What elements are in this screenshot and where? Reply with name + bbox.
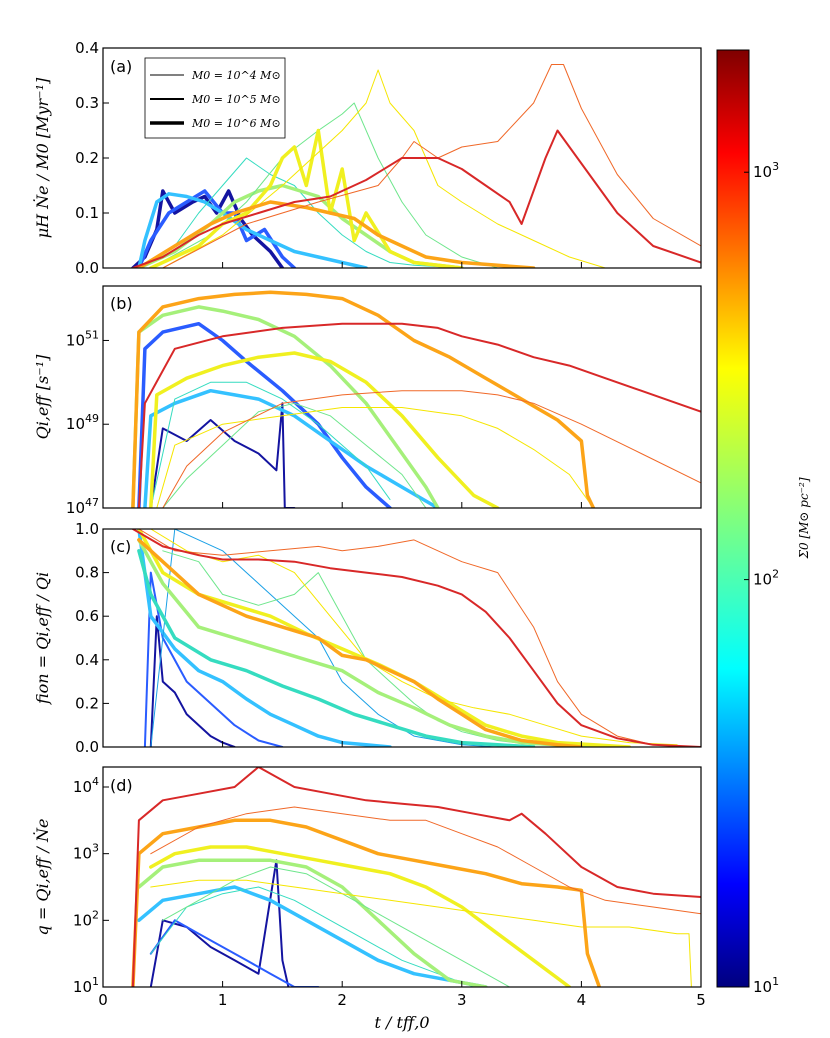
colorbar-tick-label: 102 bbox=[753, 568, 779, 589]
panel-b-series-8 bbox=[131, 290, 596, 508]
panel-c-frame bbox=[102, 528, 702, 748]
panel-c-series bbox=[131, 529, 701, 747]
colorbar-tick-label: 101 bbox=[753, 975, 779, 996]
panel-b: (b) 1047 1049 1051 Qi,eff [s⁻¹] bbox=[33, 285, 702, 517]
panel-a-series-8 bbox=[137, 200, 536, 268]
panel-c-tag: (c) bbox=[110, 537, 131, 556]
panel-b-series-9 bbox=[162, 390, 701, 508]
panel-b-series-1 bbox=[137, 321, 392, 508]
xtick-label: 4 bbox=[577, 991, 587, 1009]
panel-b-series bbox=[131, 290, 701, 508]
panel-b-series-10 bbox=[137, 322, 701, 508]
panel-a-series-5 bbox=[150, 102, 499, 268]
xtick-label: 0 bbox=[98, 991, 108, 1009]
panel-d-ytick-label: 101 bbox=[73, 975, 99, 996]
panel-b-frame bbox=[102, 285, 702, 509]
panel-c: (c) 0.0 0.2 0.4 0.6 0.8 1.0 fion = Qi,eff / Q… bbox=[33, 520, 702, 756]
panel-a-ytick-label: 0.0 bbox=[75, 259, 99, 277]
panel-d-frame bbox=[102, 766, 702, 988]
xtick-label: 1 bbox=[218, 991, 228, 1009]
panel-b-ytick-label: 1049 bbox=[66, 412, 99, 433]
panel-d-series-10 bbox=[131, 767, 701, 987]
panel-a: (a) 0.0 0.1 0.2 0.3 0.4 M0 = 10^4 M⊙ M0 = 10… bbox=[32, 39, 702, 277]
panel-c-series-10 bbox=[138, 529, 701, 747]
panel-c-series-3 bbox=[150, 529, 499, 747]
panel-d-series-0 bbox=[149, 859, 290, 987]
panel-b-series-2 bbox=[143, 388, 440, 508]
panel-a-series-7 bbox=[162, 69, 606, 268]
xtick-label: 3 bbox=[457, 991, 467, 1009]
panel-d-series-1 bbox=[149, 919, 320, 987]
panel-c-ytick-label: 0.4 bbox=[75, 651, 99, 669]
panel-a-series-9 bbox=[162, 64, 701, 268]
panel-d-series-6 bbox=[149, 845, 572, 987]
panel-c-series-1 bbox=[143, 571, 284, 747]
panel-b-series-5 bbox=[162, 402, 427, 508]
panel-d-series-9 bbox=[150, 806, 701, 915]
panel-c-series-11 bbox=[131, 529, 701, 747]
panel-d-ytick-label: 104 bbox=[73, 775, 99, 796]
panel-a-ylabel: μH Ṅe / M0 [Myr⁻¹] bbox=[32, 77, 52, 238]
panel-b-ylabel: Qi,eff [s⁻¹] bbox=[33, 354, 52, 440]
panel-b-tag: (b) bbox=[110, 294, 133, 313]
colorbar-label: Σ0 [M⊙ pc⁻²] bbox=[797, 477, 811, 559]
panel-c-yticks: 0.0 0.2 0.4 0.6 0.8 1.0 bbox=[75, 520, 109, 756]
panel-d-ylabel: q = Qi,eff / Ṅe bbox=[32, 819, 52, 936]
panel-d-yticks: 101 102 103 104 bbox=[73, 775, 109, 996]
panel-c-ytick-label: 0.0 bbox=[75, 738, 99, 756]
panel-d-series-3 bbox=[150, 886, 475, 987]
panel-c-ytick-label: 1.0 bbox=[75, 520, 99, 538]
panel-a-ytick-label: 0.4 bbox=[75, 39, 99, 57]
panel-d-series-8 bbox=[131, 818, 602, 987]
panel-d-ytick-label: 102 bbox=[73, 908, 99, 929]
panel-c-ytick-label: 0.8 bbox=[75, 564, 99, 582]
panel-d-series bbox=[131, 767, 701, 987]
panel-b-series-0 bbox=[149, 402, 296, 508]
xtick-label: 2 bbox=[337, 991, 347, 1009]
x-axis-label: t / tff,0 bbox=[374, 1013, 429, 1032]
panel-c-series-7 bbox=[137, 529, 631, 747]
panel-a-series-10 bbox=[131, 129, 701, 268]
colorbar-tick-label: 103 bbox=[753, 160, 779, 181]
legend-label-1e6: M0 = 10^6 M⊙ bbox=[191, 117, 281, 130]
panel-a-ytick-label: 0.1 bbox=[75, 204, 99, 222]
panel-a-series bbox=[131, 64, 701, 268]
panel-b-ytick-label: 1051 bbox=[66, 328, 99, 349]
panel-d-series-2 bbox=[137, 885, 488, 987]
panel-a-ytick-label: 0.3 bbox=[75, 94, 99, 112]
panel-a-series-3 bbox=[138, 157, 463, 268]
panel-a-tag: (a) bbox=[110, 57, 132, 76]
panel-a-ytick-label: 0.2 bbox=[75, 149, 99, 167]
panel-b-yticks: 1047 1049 1051 bbox=[66, 328, 109, 517]
panel-d-ytick-label: 103 bbox=[73, 842, 99, 863]
panel-d-series-7 bbox=[150, 879, 692, 987]
panel-a-yticks: 0.0 0.1 0.2 0.3 0.4 bbox=[75, 39, 109, 277]
panel-c-series-9 bbox=[137, 538, 584, 747]
panel-a-series-6 bbox=[149, 128, 464, 268]
x-axis-ticks: 0 1 2 3 4 5 bbox=[98, 981, 706, 1009]
panel-b-series-3 bbox=[150, 381, 391, 508]
colorbar-gradient bbox=[716, 49, 750, 988]
legend-label-1e4: M0 = 10^4 M⊙ bbox=[191, 69, 281, 82]
panel-c-series-2 bbox=[137, 529, 392, 747]
panel-d-tag: (d) bbox=[110, 776, 133, 795]
panel-b-series-6 bbox=[149, 351, 500, 508]
legend-label-1e5: M0 = 10^5 M⊙ bbox=[191, 93, 281, 106]
colorbar: 101 102 103 Σ0 [M⊙ pc⁻²] bbox=[716, 49, 811, 996]
panel-b-ytick-label: 1047 bbox=[66, 496, 99, 517]
panel-c-series-0 bbox=[149, 615, 236, 747]
panel-c-ytick-label: 0.6 bbox=[75, 607, 99, 625]
panel-d-series-4 bbox=[137, 858, 488, 987]
panel-c-ytick-label: 0.2 bbox=[75, 694, 99, 712]
legend: M0 = 10^4 M⊙ M0 = 10^5 M⊙ M0 = 10^6 M⊙ bbox=[144, 57, 286, 139]
colorbar-ticks: 101 102 103 bbox=[744, 160, 779, 996]
panel-c-series-6 bbox=[137, 538, 596, 747]
panel-b-series-7 bbox=[156, 407, 594, 508]
panel-c-ylabel: fion = Qi,eff / Qi bbox=[33, 572, 52, 705]
xtick-label: 5 bbox=[696, 991, 706, 1009]
